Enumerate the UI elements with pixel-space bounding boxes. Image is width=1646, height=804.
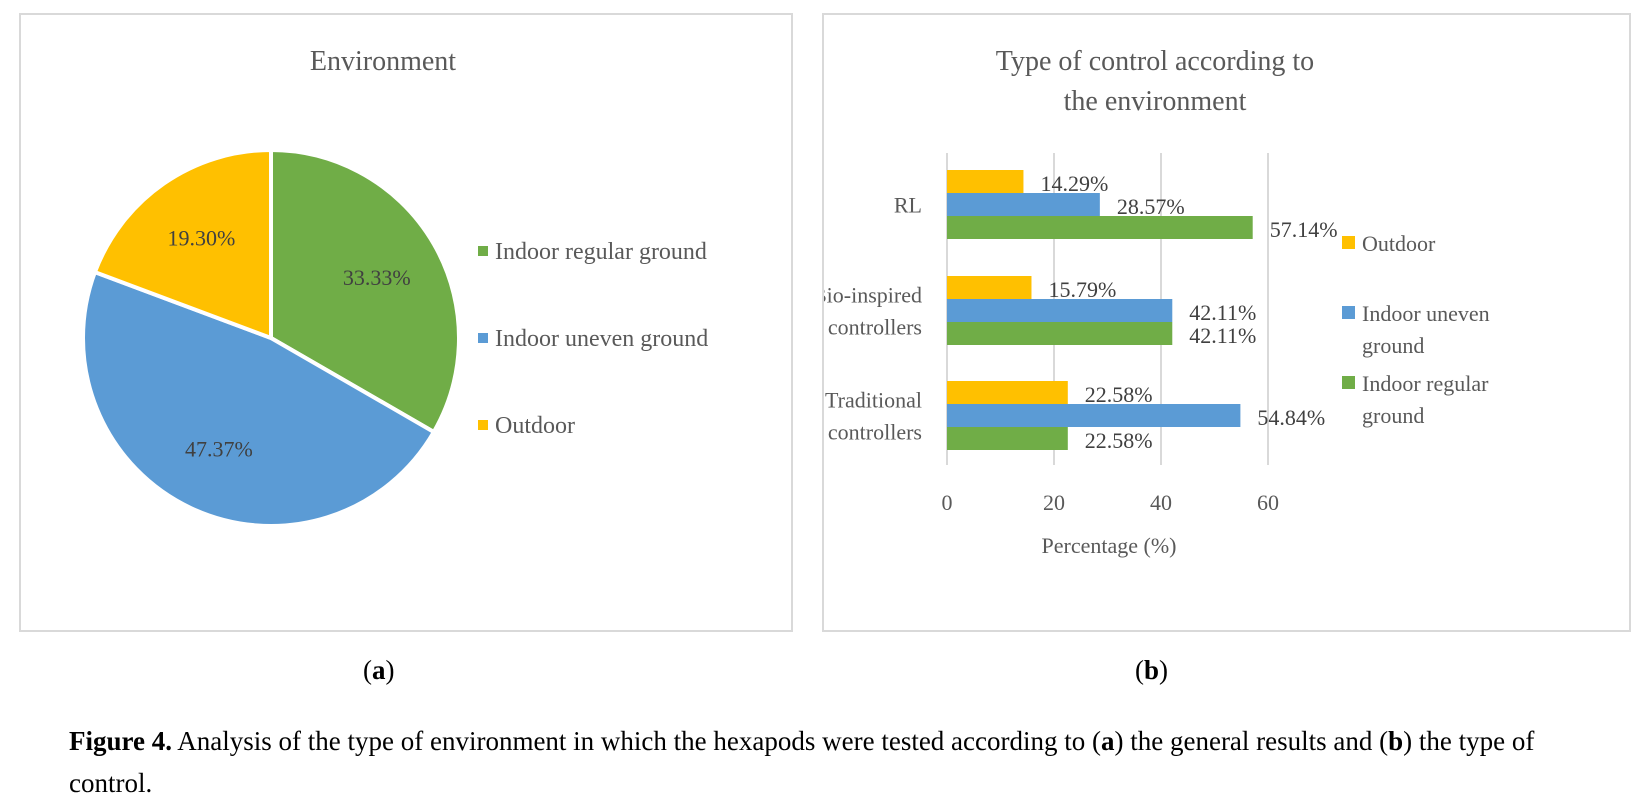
bar-chart-panel: Type of control according to the environm…	[812, 13, 1631, 632]
bar-indoor-regular-ground-bio-inspired-controllers	[947, 322, 1173, 345]
y-category-label-rl: RL	[894, 193, 922, 218]
pie-slice-indoor-uneven-ground	[81, 269, 437, 528]
legend-swatch	[1342, 376, 1355, 389]
bar-data-label: 22.58%	[1085, 428, 1153, 453]
legend-item-indoor-uneven-ground: Indoor uneven ground	[495, 326, 708, 352]
legend-item-outdoor: Outdoor	[1362, 231, 1436, 256]
pie-data-label: 47.37%	[185, 437, 253, 462]
legend-swatch	[1342, 306, 1355, 319]
bar-data-label: 22.58%	[1085, 382, 1153, 407]
bar-indoor-uneven-ground-bio-inspired-controllers	[947, 299, 1173, 322]
bar-data-label: 42.11%	[1189, 300, 1256, 325]
bar-data-label: 14.29%	[1040, 171, 1108, 196]
bar-indoor-uneven-ground-rl	[947, 193, 1100, 216]
bar-chart-x-axis-label: Percentage (%)	[1042, 533, 1177, 558]
bar-indoor-regular-ground-traditional-controllers	[947, 427, 1068, 450]
bar-outdoor-bio-inspired-controllers	[947, 276, 1032, 299]
legend-item-indoor-uneven-ground: Indoor uneven ground	[1362, 301, 1490, 358]
bar-data-label: 57.14%	[1270, 217, 1338, 242]
figure-caption: Figure 4. Analysis of the type of enviro…	[69, 726, 1535, 798]
x-tick-label: 60	[1257, 490, 1279, 515]
x-tick-label: 0	[942, 490, 953, 515]
pie-slice-indoor-regular-ground	[269, 147, 461, 435]
legend-swatch	[1342, 236, 1355, 249]
bar-data-label: 28.57%	[1117, 194, 1185, 219]
x-tick-label: 40	[1150, 490, 1172, 515]
pie-chart-title: Environment	[310, 46, 456, 77]
legend-swatch	[478, 333, 488, 343]
bar-outdoor-traditional-controllers	[947, 381, 1068, 404]
bar-chart: Type of control according to the environm…	[812, 46, 1490, 558]
legend-item-indoor-regular-ground: Indoor regular ground	[495, 239, 707, 265]
legend-swatch	[478, 420, 488, 430]
bar-indoor-uneven-ground-traditional-controllers	[947, 404, 1241, 427]
bar-data-label: 15.79%	[1048, 277, 1116, 302]
legend-item-indoor-regular-ground: Indoor regular ground	[1362, 371, 1489, 428]
bar-outdoor-rl	[947, 170, 1024, 193]
legend-swatch	[478, 246, 488, 256]
subfigure-label-a: (a)	[363, 655, 395, 685]
bar-chart-title: Type of control according to the environm…	[996, 46, 1314, 117]
pie-chart: Environment 33.33% 47.37% 19.30% Indoor reg…	[81, 46, 708, 528]
bar-data-label: 54.84%	[1257, 405, 1325, 430]
bar-data-label: 42.11%	[1189, 323, 1256, 348]
subfigure-label-b: (b)	[1135, 655, 1169, 685]
pie-chart-panel: Environment 33.33% 47.37% 19.30% Indoor reg…	[19, 13, 793, 632]
legend-item-outdoor: Outdoor	[495, 413, 575, 439]
y-category-label-traditional-controllers: Traditional controllers	[825, 388, 922, 445]
x-tick-label: 20	[1043, 490, 1065, 515]
pie-data-label: 19.30%	[167, 226, 235, 251]
bar-indoor-regular-ground-rl	[947, 216, 1253, 239]
pie-data-label: 33.33%	[343, 265, 411, 290]
pie-slice-outdoor	[92, 147, 273, 341]
